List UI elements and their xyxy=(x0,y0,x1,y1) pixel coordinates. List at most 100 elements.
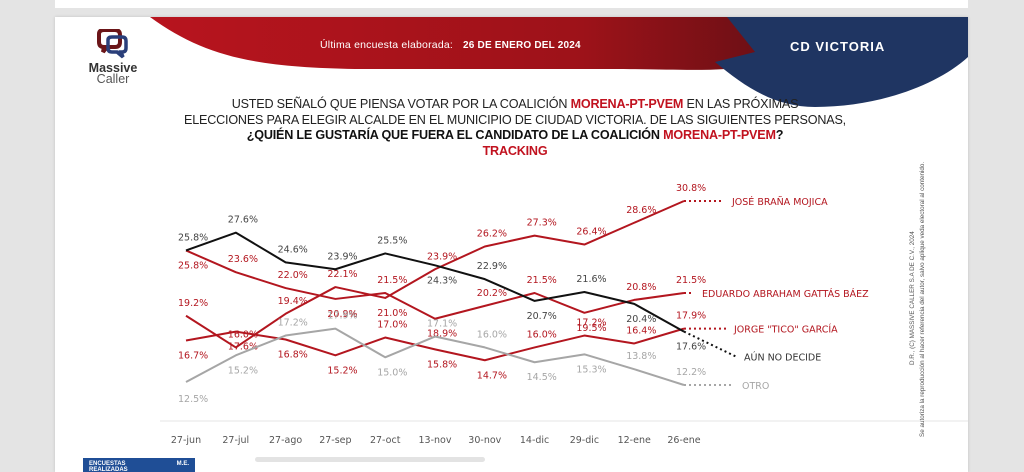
legend-label-2: JORGE "TICO" GARCÍA xyxy=(733,324,838,336)
data-label: 22.1% xyxy=(327,269,357,280)
data-label: 12.2% xyxy=(676,367,706,378)
data-label: 17.1% xyxy=(427,319,457,330)
data-label: 16.8% xyxy=(278,349,308,360)
legend-label-0: JOSÉ BRAÑA MOJICA xyxy=(731,196,828,208)
data-label: 27.3% xyxy=(527,218,557,229)
footer-me-label: M.E. xyxy=(176,461,189,467)
data-label: 22.0% xyxy=(278,270,308,281)
data-label: 14.5% xyxy=(527,372,557,383)
data-label: 17.0% xyxy=(377,320,407,331)
x-tick-label: 27-sep xyxy=(319,435,351,446)
slide: Última encuesta elaborada: 26 DE ENERO DE… xyxy=(55,17,968,472)
data-label: 26.4% xyxy=(576,227,606,238)
header-navy-shape xyxy=(715,17,968,107)
data-label: 30.8% xyxy=(676,183,706,194)
x-tick-label: 27-ago xyxy=(269,435,302,446)
x-tick-label: 27-jun xyxy=(171,435,201,446)
data-label: 16.0% xyxy=(228,329,258,340)
series-line-3 xyxy=(185,231,685,333)
logo-chat-bubbles-icon xyxy=(97,29,128,59)
x-tick-label: 27-oct xyxy=(370,435,401,446)
series-line-2 xyxy=(185,327,685,362)
series-line-0 xyxy=(185,200,685,349)
data-label: 15.2% xyxy=(327,365,357,376)
question-line3-end: ? xyxy=(775,128,784,142)
x-tick-label: 12-ene xyxy=(618,435,651,446)
survey-footer-table-header: ENCUESTAS REALIZADAS M.E. xyxy=(83,458,195,472)
data-label: 24.6% xyxy=(278,244,308,255)
data-label: 19.2% xyxy=(178,298,208,309)
data-label: 17.6% xyxy=(228,342,258,353)
data-label: 23.9% xyxy=(327,251,357,262)
data-label: 19.5% xyxy=(576,323,606,334)
data-label: 21.5% xyxy=(676,275,706,286)
data-label: 25.8% xyxy=(178,232,208,243)
data-label: 21.6% xyxy=(576,274,606,285)
data-label: 13.8% xyxy=(626,351,656,362)
question-line1-end: EN LAS PRÓXIMAS xyxy=(683,97,799,111)
x-tick-label: 30-nov xyxy=(468,435,501,446)
series-line-1 xyxy=(185,249,685,320)
question-line1: USTED SEÑALÓ QUE PIENSA VOTAR POR LA COA… xyxy=(231,97,571,111)
logo-text-caller: Caller xyxy=(96,72,130,86)
data-label: 23.9% xyxy=(427,251,457,262)
data-label: 21.5% xyxy=(527,275,557,286)
city-title: CD VICTORIA xyxy=(790,39,886,54)
data-label: 15.0% xyxy=(377,367,407,378)
data-label: 16.4% xyxy=(626,325,656,336)
data-label: 26.2% xyxy=(477,229,507,240)
x-tick-label: 27-jul xyxy=(222,435,249,446)
tracking-line-chart: 19.2% 16.0% 19.4% 22.1% 21.0% 23.9% 26.2% 27.3%… xyxy=(160,183,968,446)
question-coalition-2: MORENA-PT-PVEM xyxy=(663,128,776,142)
data-label: 22.9% xyxy=(477,261,507,272)
header-banner xyxy=(150,17,968,107)
reproduction-notice: Se autoriza la reproducción al hacer ref… xyxy=(919,161,926,437)
data-label: 25.5% xyxy=(377,235,407,246)
copyright-line: D.R., (C) MASSIVE CALLER S.A DE C.V., 20… xyxy=(909,231,916,365)
x-tick-label: 14-dic xyxy=(520,435,549,446)
survey-info: Última encuesta elaborada: 26 DE ENERO DE… xyxy=(320,39,581,51)
legend-label-4: OTRO xyxy=(742,381,769,392)
data-label: 20.7% xyxy=(527,311,557,322)
series-line-4 xyxy=(185,327,685,386)
data-label: 15.8% xyxy=(427,359,457,370)
data-label: 17.9% xyxy=(676,311,706,322)
legend-label-1: EDUARDO ABRAHAM GATTÁS BÁEZ xyxy=(702,288,869,300)
data-label: 14.7% xyxy=(477,370,507,381)
data-label: 25.8% xyxy=(178,260,208,271)
data-label: 21.5% xyxy=(377,275,407,286)
horizontal-scrollbar[interactable] xyxy=(255,457,485,462)
survey-question: USTED SEÑALÓ QUE PIENSA VOTAR POR LA COA… xyxy=(155,97,875,159)
data-label: 21.0% xyxy=(377,308,407,319)
data-label: 20.8% xyxy=(626,282,656,293)
copyright-note: D.R., (C) MASSIVE CALLER S.A DE C.V., 20… xyxy=(901,137,941,437)
data-label: 20.4% xyxy=(626,314,656,325)
previous-slide-edge xyxy=(55,0,968,8)
x-tick-label: 26-ene xyxy=(667,435,700,446)
logo-text-massive: Massive xyxy=(88,61,138,75)
massive-caller-logo: Massive Caller xyxy=(83,29,143,89)
data-label: 16.7% xyxy=(178,350,208,361)
data-label: 17.2% xyxy=(278,318,308,329)
data-label: 12.5% xyxy=(178,394,208,405)
data-label: 24.3% xyxy=(427,275,457,286)
data-label: 17.6% xyxy=(676,342,706,353)
x-tick-label: 13-nov xyxy=(419,435,452,446)
data-label: 20.2% xyxy=(477,288,507,299)
data-label: 16.0% xyxy=(527,329,557,340)
x-tick-label: 29-dic xyxy=(570,435,599,446)
data-label: 17.2% xyxy=(576,318,606,329)
data-label: 27.6% xyxy=(228,215,258,226)
footer-surveys-label: ENCUESTAS REALIZADAS xyxy=(89,461,128,472)
data-label: 15.3% xyxy=(576,364,606,375)
data-label: 19.4% xyxy=(278,296,308,307)
data-label: 28.6% xyxy=(626,205,656,216)
survey-date: 26 DE ENERO DEL 2024 xyxy=(463,40,581,51)
legend-label-3: AÚN NO DECIDE xyxy=(744,352,821,364)
question-line2: ELECCIONES PARA ELEGIR ALCALDE EN EL MUN… xyxy=(184,112,846,127)
data-label: 17.9% xyxy=(327,311,357,322)
question-line3: ¿QUIÉN LE GUSTARÍA QUE FUERA EL CANDIDAT… xyxy=(246,128,664,142)
data-label: 18.9% xyxy=(427,329,457,340)
data-label: 23.6% xyxy=(228,254,258,265)
data-label: 15.2% xyxy=(228,365,258,376)
